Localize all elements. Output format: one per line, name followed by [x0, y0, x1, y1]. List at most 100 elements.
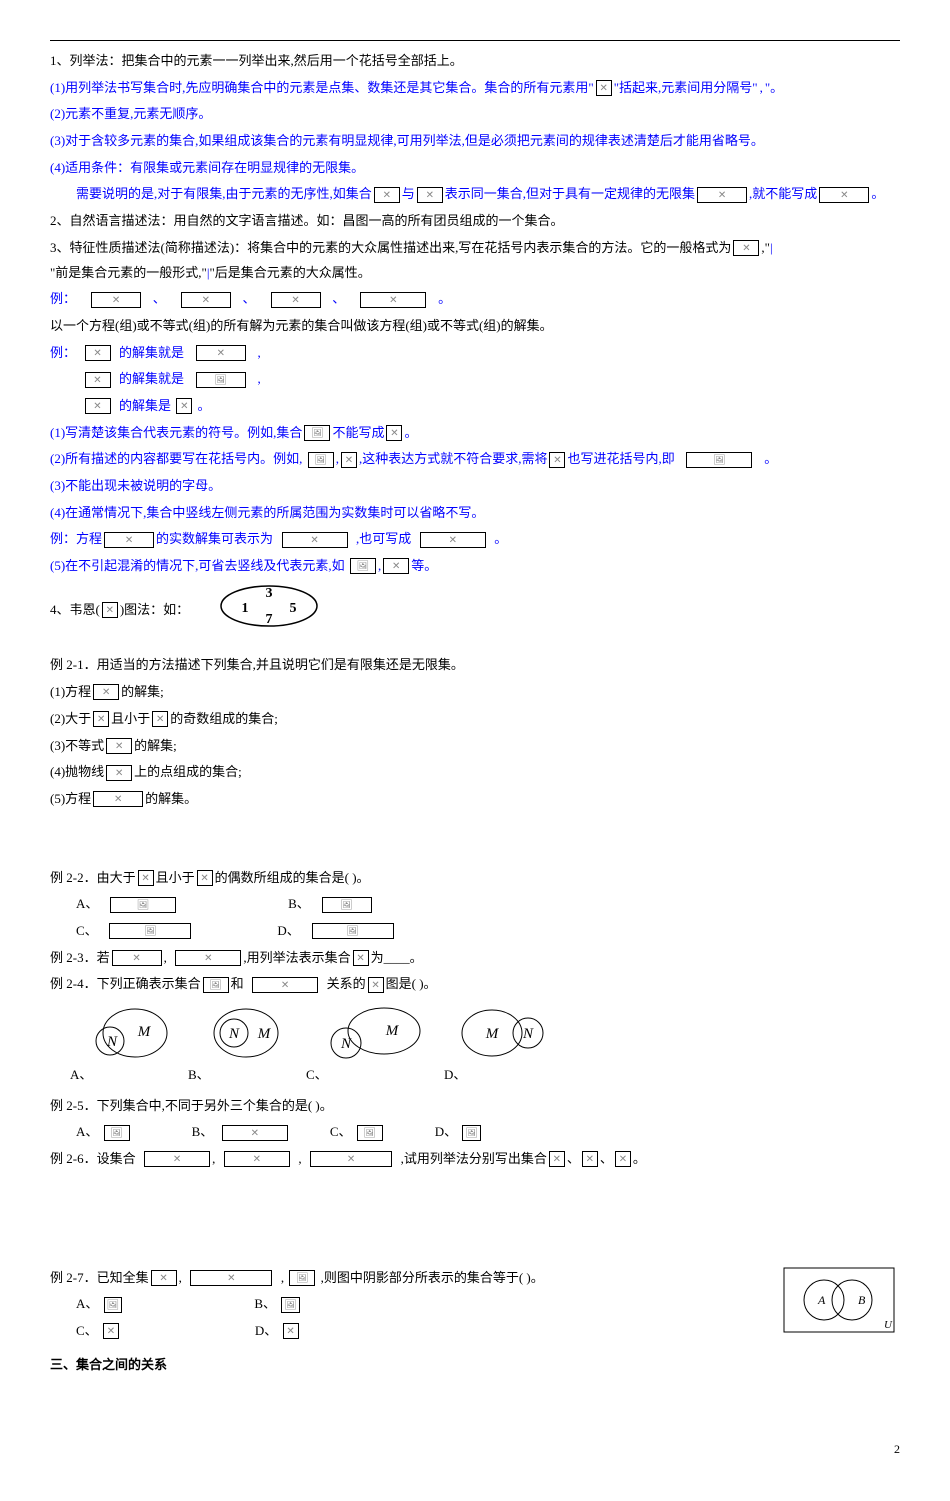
set-icon — [176, 398, 192, 414]
set-icon — [341, 452, 357, 468]
set-icon — [289, 1270, 315, 1286]
svg-text:M: M — [385, 1023, 400, 1039]
solution-set-def: 以一个方程(组)或不等式(组)的所有解为元素的集合叫做该方程(组)或不等式(组)… — [50, 314, 900, 339]
ex-line-3: 的解集是 。 — [50, 394, 900, 419]
ex21-2: (2)大于 且小于 的奇数组成的集合; — [50, 707, 900, 732]
num-icon — [93, 711, 109, 727]
page-number: 2 — [50, 1438, 900, 1461]
c2: (2)所有描述的内容都要写在花括号内。例如, , ,这种表达方式就不符合要求,需… — [50, 447, 900, 472]
svg-text:N: N — [228, 1026, 240, 1042]
item-3: 3、特征性质描述法(简称描述法)：将集合中的元素的大众属性描述出来,写在花括号内… — [50, 236, 900, 285]
expr-icon — [181, 292, 231, 308]
svg-text:M: M — [137, 1024, 152, 1040]
c4: (4)在通常情况下,集合中竖线左侧元素的所属范围为实数集时可以省略不写。 — [50, 501, 900, 526]
ex25: 例 2-5．下列集合中,不同于另外三个集合的是( )。 — [50, 1094, 900, 1119]
set-icon — [196, 345, 246, 361]
ex21-5: (5)方程 的解集。 — [50, 787, 900, 812]
blue-2: (2)元素不重复,元素无顺序。 — [50, 102, 900, 127]
svg-text:7: 7 — [265, 612, 272, 627]
ex22: 例 2-2．由大于 且小于 的偶数所组成的集合是( )。 — [50, 866, 900, 891]
set-icon — [190, 1270, 272, 1286]
expr-icon — [91, 292, 141, 308]
opt-icon — [104, 1297, 123, 1313]
svg-text:M: M — [485, 1026, 500, 1042]
blue-1: (1)用列举法书写集合时,先应明确集合中的元素是点集、数集还是其它集合。集合的所… — [50, 76, 900, 101]
item-4: 4、韦恩( )图法：如： 3 1 5 7 — [50, 581, 900, 640]
num-icon — [197, 870, 213, 886]
set-icon — [203, 977, 229, 993]
item-2: 2、自然语言描述法：用自然的文字语言描述。如：昌图一高的所有团员组成的一个集合。 — [50, 209, 900, 234]
svg-text:B: B — [858, 1293, 866, 1307]
set-icon — [350, 558, 376, 574]
svg-text:A: A — [817, 1293, 826, 1307]
ex-line-2: 的解集就是 , — [50, 367, 900, 392]
ex22-cd: C、 D、 — [50, 919, 900, 944]
opt-icon — [312, 923, 394, 939]
brace-icon — [596, 80, 612, 96]
set-icon — [175, 950, 241, 966]
blue-3: (3)对于含较多元素的集合,如果组成该集合的元素有明显规律,可用列举法,但是必须… — [50, 129, 900, 154]
ex21-4: (4)抛物线 上的点组成的集合; — [50, 760, 900, 785]
set-icon — [304, 425, 330, 441]
ex24: 例 2-4．下列正确表示集合 和 关系的 图是( )。 — [50, 972, 900, 997]
set-icon — [282, 532, 348, 548]
set-icon — [420, 532, 486, 548]
svg-text:N: N — [522, 1026, 534, 1042]
ex26: 例 2-6．设集合 , , ,试用列举法分别写出集合 、 、 。 — [50, 1147, 900, 1172]
set-icon — [310, 1151, 392, 1167]
ex21: 例 2-1．用适当的方法描述下列集合,并且说明它们是有限集还是无限集。 — [50, 653, 900, 678]
opt-icon — [281, 1297, 300, 1313]
sym-icon — [549, 452, 565, 468]
ineq-icon — [106, 738, 132, 754]
sym-icon — [353, 950, 369, 966]
opt-icon — [322, 897, 372, 913]
svg-text:5: 5 — [289, 601, 296, 616]
set-icon — [417, 187, 443, 203]
set-icon — [308, 452, 334, 468]
ex23: 例 2-3．若 , ,用列举法表示集合 为____。 — [50, 946, 900, 971]
sym-icon — [615, 1151, 631, 1167]
svg-text:3: 3 — [265, 586, 272, 601]
ex24-options: NM A、 NM B、 NM C、 MN D、 — [50, 1003, 900, 1088]
eq-icon — [85, 345, 111, 361]
set-icon — [144, 1151, 210, 1167]
svg-text:M: M — [257, 1026, 272, 1042]
opt-icon — [104, 1125, 130, 1141]
example-row: 例： 、 、 、 。 — [50, 287, 900, 312]
set-icon — [697, 187, 747, 203]
num-icon — [152, 711, 168, 727]
opt-icon — [462, 1125, 481, 1141]
sym-icon — [549, 1151, 565, 1167]
section-3: 三、集合之间的关系 — [50, 1353, 900, 1378]
svg-text:U: U — [884, 1319, 893, 1331]
eq-icon — [93, 791, 143, 807]
item-1: 1、列举法：把集合中的元素一一列举出来,然后用一个花括号全部括上。 — [50, 49, 900, 74]
set-icon — [819, 187, 869, 203]
venn-diagram: 3 1 5 7 — [209, 581, 329, 640]
ex-line-1: 例： 的解集就是 , — [50, 341, 900, 366]
eq-icon — [106, 765, 132, 781]
c5: (5)在不引起混淆的情况下,可省去竖线及代表元素,如 , 等。 — [50, 554, 900, 579]
ex21-1: (1)方程 的解集; — [50, 680, 900, 705]
ex21-3: (3)不等式 的解集; — [50, 734, 900, 759]
ex22-ab: A、 B、 — [50, 892, 900, 917]
set-icon — [112, 950, 162, 966]
c4ex: 例：方程 的实数解集可表示为 ,也可写成 。 — [50, 527, 900, 552]
set-icon — [386, 425, 402, 441]
ex27: 例 2-7．已知全集 , , ,则图中阴影部分所表示的集合等于( )。 — [50, 1266, 780, 1291]
opt-icon — [283, 1323, 299, 1339]
expr-icon — [360, 292, 426, 308]
ex27-cd: C、 D、 — [50, 1319, 780, 1344]
blue-4: (4)适用条件：有限集或元素间存在明显规律的无限集。 — [50, 156, 900, 181]
set-icon — [374, 187, 400, 203]
set-icon — [196, 372, 246, 388]
eq-icon — [104, 532, 154, 548]
format-icon — [733, 240, 759, 256]
eq-icon — [85, 372, 111, 388]
c3: (3)不能出现未被说明的字母。 — [50, 474, 900, 499]
opt-icon — [109, 923, 191, 939]
venn-ab-u: A B U — [780, 1264, 900, 1348]
svg-text:N: N — [106, 1034, 118, 1050]
ex25-opts: A、 B、 C、 D、 — [50, 1120, 900, 1145]
svg-text:N: N — [340, 1036, 352, 1052]
